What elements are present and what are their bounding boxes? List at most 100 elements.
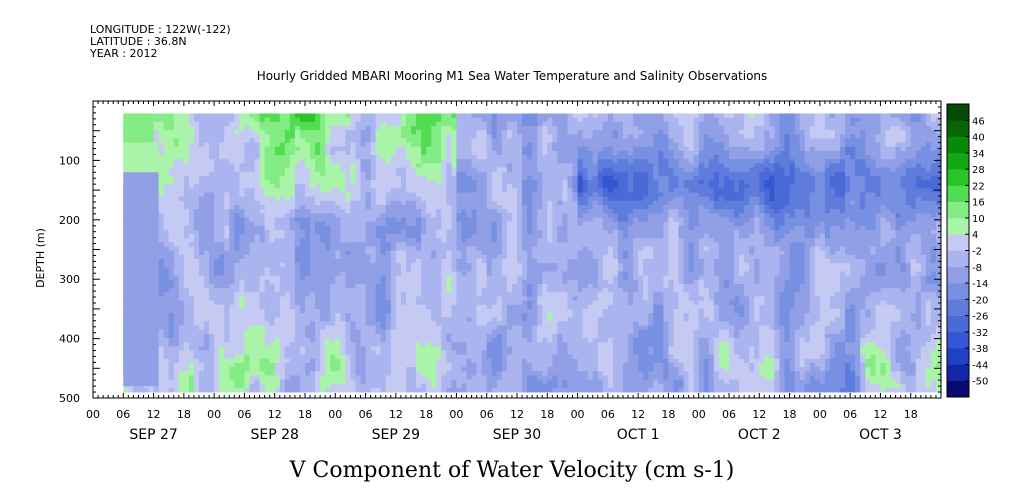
field-cell bbox=[385, 130, 392, 135]
field-cell bbox=[259, 196, 266, 202]
field-cell bbox=[421, 234, 427, 239]
field-cell bbox=[411, 288, 417, 293]
field-cell bbox=[209, 150, 215, 156]
field-cell bbox=[229, 200, 235, 206]
field-cell bbox=[229, 362, 235, 368]
field-cell bbox=[466, 184, 472, 189]
field-cell bbox=[471, 155, 478, 160]
field-cell bbox=[451, 304, 457, 310]
field-cell bbox=[219, 188, 225, 193]
field-cell bbox=[380, 188, 387, 193]
field-cell bbox=[284, 317, 291, 322]
field-cell bbox=[305, 292, 311, 297]
field-cell bbox=[214, 350, 220, 356]
field-cell bbox=[461, 159, 467, 164]
field-cell bbox=[315, 375, 321, 380]
field-cell bbox=[204, 292, 210, 297]
field-cell bbox=[486, 259, 493, 264]
field-cell bbox=[411, 379, 417, 385]
field-cell bbox=[355, 192, 361, 198]
field-cell bbox=[173, 113, 180, 119]
field-cell bbox=[249, 358, 255, 364]
field-cell bbox=[451, 234, 457, 239]
field-cell bbox=[325, 275, 331, 281]
field-cell bbox=[214, 209, 220, 214]
field-cell bbox=[259, 329, 266, 335]
field-cell bbox=[411, 275, 417, 281]
field-cell bbox=[411, 325, 417, 331]
field-cell bbox=[193, 138, 200, 143]
field-cell bbox=[456, 371, 462, 376]
field-cell bbox=[294, 254, 301, 260]
field-cell bbox=[456, 275, 462, 281]
field-cell bbox=[183, 221, 190, 227]
field-cell bbox=[370, 138, 377, 143]
field-cell bbox=[405, 375, 412, 380]
field-cell bbox=[330, 304, 336, 310]
field-cell bbox=[158, 283, 165, 289]
field-cell bbox=[249, 254, 255, 260]
field-cell bbox=[451, 217, 457, 222]
field-cell bbox=[421, 317, 427, 322]
field-cell bbox=[209, 221, 215, 227]
field-cell bbox=[340, 279, 346, 285]
field-cell bbox=[370, 155, 377, 160]
field-cell bbox=[395, 259, 402, 264]
field-cell bbox=[411, 333, 417, 339]
field-cell bbox=[284, 175, 291, 181]
field-cell bbox=[178, 196, 185, 202]
field-cell bbox=[244, 317, 250, 322]
field-cell bbox=[436, 313, 442, 318]
field-cell bbox=[224, 329, 230, 335]
field-cell bbox=[400, 150, 407, 156]
field-cell bbox=[486, 171, 493, 177]
field-cell bbox=[431, 167, 437, 173]
field-cell bbox=[390, 125, 397, 131]
field-cell bbox=[199, 254, 205, 260]
field-cell bbox=[274, 159, 281, 164]
field-cell bbox=[183, 250, 190, 256]
field-cell bbox=[178, 375, 185, 380]
field-cell bbox=[330, 329, 336, 335]
field-cell bbox=[441, 167, 447, 173]
field-cell bbox=[456, 221, 462, 227]
field-cell bbox=[269, 367, 276, 372]
field-cell bbox=[491, 263, 498, 268]
field-cell bbox=[436, 367, 442, 372]
field-cell bbox=[400, 175, 407, 181]
field-cell bbox=[163, 167, 170, 173]
field-cell bbox=[183, 225, 190, 231]
field-cell bbox=[294, 204, 301, 210]
field-cell bbox=[350, 142, 356, 148]
field-cell bbox=[168, 263, 175, 268]
field-cell bbox=[446, 121, 452, 127]
field-cell bbox=[259, 150, 266, 156]
field-cell bbox=[214, 362, 220, 368]
field-cell bbox=[431, 283, 437, 289]
field-cell bbox=[234, 246, 240, 252]
field-cell bbox=[188, 134, 195, 139]
field-cell bbox=[284, 292, 291, 297]
field-cell bbox=[385, 263, 392, 268]
field-cell bbox=[193, 329, 200, 335]
field-cell bbox=[441, 354, 447, 360]
field-cell bbox=[204, 358, 210, 364]
field-cell bbox=[163, 342, 170, 347]
field-cell bbox=[299, 142, 306, 148]
field-cell bbox=[188, 159, 195, 164]
field-cell bbox=[294, 125, 301, 131]
field-cell bbox=[188, 354, 195, 360]
field-cell bbox=[411, 346, 417, 351]
field-cell bbox=[411, 296, 417, 301]
field-cell bbox=[335, 350, 341, 356]
field-cell bbox=[269, 192, 276, 198]
field-cell bbox=[259, 350, 266, 356]
field-cell bbox=[375, 142, 382, 148]
field-cell bbox=[320, 346, 326, 351]
field-cell bbox=[259, 167, 266, 173]
field-cell bbox=[395, 263, 402, 268]
field-cell bbox=[426, 163, 432, 168]
field-cell bbox=[340, 367, 346, 372]
field-cell bbox=[350, 283, 356, 289]
field-cell bbox=[335, 292, 341, 297]
